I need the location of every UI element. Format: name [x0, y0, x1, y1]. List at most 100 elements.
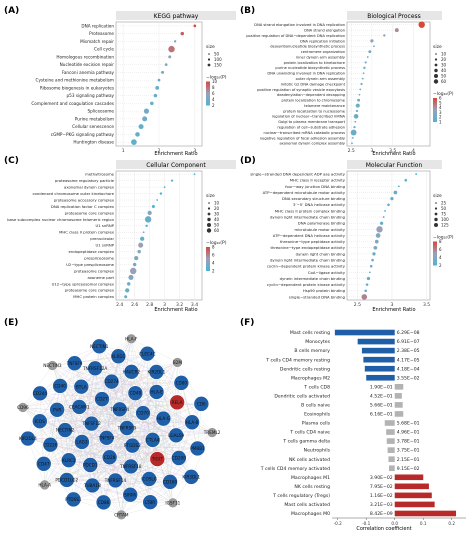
bar-category-label: T cells regulatory (Tregs) — [272, 493, 330, 499]
data-point — [366, 56, 369, 58]
bar — [394, 483, 429, 490]
bar-category-label: Plasma cells — [302, 421, 331, 427]
category-label: mitotic G2 DNA damage checkpoint — [281, 82, 346, 86]
bar-category-label: Mast cells resting — [290, 330, 330, 336]
data-point — [394, 28, 399, 33]
network-edge — [52, 365, 193, 423]
color-legend-title: −log₁₀(P) — [206, 240, 227, 246]
category-label: DNA replication factor C complex — [51, 204, 115, 209]
bar-category-label: T cells CD8 — [303, 384, 330, 390]
network-node — [52, 378, 68, 394]
size-legend-label: 50 — [441, 74, 447, 79]
panel-c-xlabel: Enrichment Ratio — [154, 307, 197, 313]
data-point — [366, 276, 371, 281]
data-point — [193, 173, 196, 176]
kegg-dotplot: 1 2 3 DNA replication Proteasome Mismatch rep… — [31, 21, 227, 154]
size-legend-dot — [207, 207, 211, 210]
network-node-label: TNFRSF18 — [119, 464, 142, 469]
category-label: U2−type prespliceosome — [66, 262, 115, 267]
panel-a-letter: (A) — [4, 6, 19, 16]
color-legend-label: 2 — [439, 263, 442, 268]
size-legend-label: 40 — [214, 217, 220, 222]
category-label: base subcomplex nuclear chromosome telom… — [7, 217, 114, 222]
network-edge — [119, 403, 202, 410]
size-legend-dot — [434, 223, 438, 227]
network-edge — [157, 402, 178, 460]
color-legend-label: 4 — [212, 97, 215, 102]
panel-c-title: Cellular Component — [146, 162, 206, 169]
network-node-label: CD28 — [104, 455, 116, 460]
network-node-label: CEACAM1 — [69, 405, 90, 410]
network-node — [183, 469, 200, 485]
network-node-label: ICOS — [35, 419, 45, 424]
category-label: Cysteine and methionine metabolism — [36, 78, 114, 83]
data-point — [365, 283, 369, 286]
network-node — [169, 394, 185, 411]
bar-category-label: Macrophages M1 — [291, 475, 330, 481]
color-legend-label: 6 — [212, 253, 215, 258]
network-edge — [177, 362, 202, 404]
panel-a-title: KEGG pathway — [154, 13, 199, 20]
size-legend-dot — [206, 228, 212, 233]
network-node — [103, 373, 120, 390]
network-edge — [27, 402, 178, 439]
category-label: deoxyribonucleotide biosynthetic process — [270, 45, 345, 49]
category-label: U12−type spliceosomal complex — [52, 281, 115, 286]
network-node — [32, 385, 48, 402]
x-tick-label: 2.5 — [348, 148, 355, 154]
category-label: U1 snRNP — [95, 223, 114, 228]
data-point — [132, 262, 137, 267]
bar-pvalue-label: 2.15E−01 — [397, 457, 420, 463]
data-point — [140, 236, 145, 241]
data-point — [164, 63, 168, 66]
data-point — [357, 98, 361, 102]
data-point — [370, 39, 374, 43]
network-node-label: TNFSF12 — [81, 421, 101, 426]
panel-b: (B) Biological Process 2.5 3 3.5 4 DNA stran… — [240, 6, 454, 157]
bar-category-label: T cells gamma delta — [282, 439, 330, 445]
network-edge — [156, 371, 177, 436]
category-label: DNA unwinding involved in DNA replicatio… — [267, 72, 345, 76]
category-label: methyltrosome — [85, 172, 115, 177]
category-label: centromere organization — [301, 50, 345, 54]
network-node-label: TUBA1B — [83, 483, 101, 488]
network-node — [141, 471, 157, 487]
data-point — [150, 101, 154, 106]
network-node — [39, 479, 50, 491]
data-point — [142, 116, 148, 122]
data-point — [124, 295, 128, 299]
x-tick-label: 2.6 — [131, 302, 138, 308]
category-label: ATP−dependent microtubule motor activity — [263, 190, 346, 195]
color-legend-label: 1 — [439, 120, 442, 125]
network-node-label: PVR — [53, 407, 61, 412]
x-tick-label: 2.4 — [116, 302, 123, 308]
network-node-label: KIR2DL4 — [19, 436, 37, 441]
bar — [387, 447, 395, 453]
network-edge — [95, 368, 174, 503]
network-edge — [22, 407, 173, 503]
category-label: four−way junction DNA binding — [285, 184, 345, 189]
category-label: DNA replication — [81, 23, 114, 28]
bar-category-label: T cells CD4 naive — [289, 430, 330, 436]
category-label: cGMP−PKG signaling pathway — [51, 132, 115, 137]
size-legend-label: 30 — [214, 212, 220, 217]
size-legend-label: 20 — [441, 57, 447, 62]
data-point — [360, 82, 363, 86]
panel-d-letter: (D) — [240, 156, 256, 166]
panel-e-letter: (E) — [4, 318, 18, 328]
network-node — [122, 486, 139, 503]
network-node — [32, 413, 48, 429]
data-point — [361, 77, 364, 80]
network-node-label: CLEC4C — [139, 351, 155, 356]
panel-f-xlabel: Correlation coefficient — [356, 526, 411, 532]
network-node-label: B2M — [173, 360, 183, 365]
network-node-label: KIR3DL1 — [182, 474, 200, 479]
data-point — [351, 137, 354, 139]
x-tick-label: 3 — [391, 302, 394, 308]
panel-a: (A) KEGG pathway 1 2 3 DNA replication Prote… — [4, 6, 236, 157]
network-node — [162, 474, 178, 490]
data-point — [351, 142, 353, 145]
network-node — [82, 457, 99, 473]
